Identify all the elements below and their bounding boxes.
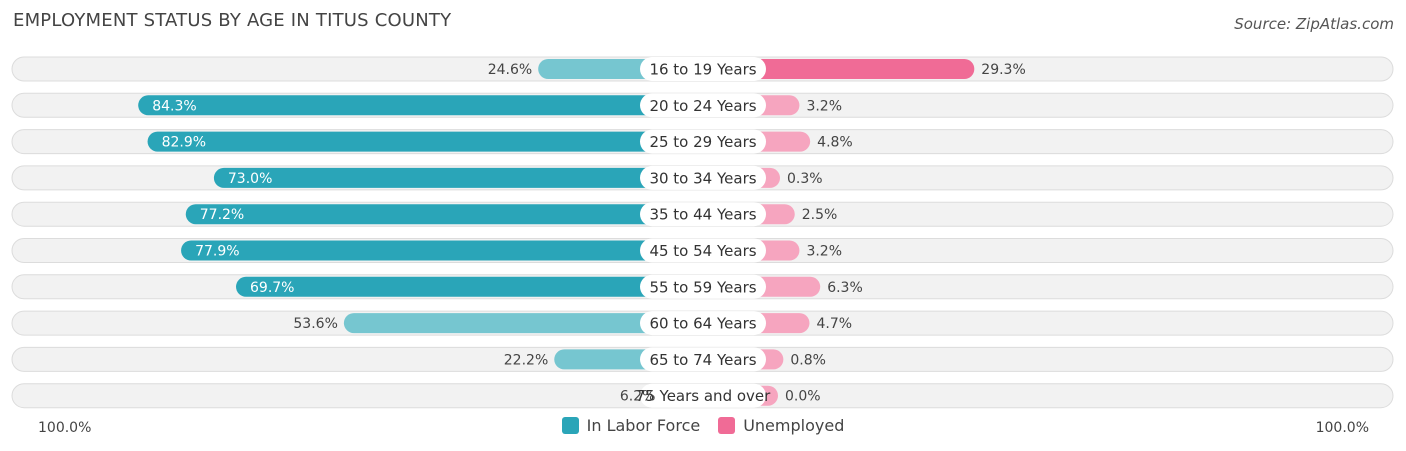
- value-label-labor: 77.9%: [195, 244, 239, 260]
- bar-labor-force: [236, 276, 703, 297]
- category-label: 75 Years and over: [636, 387, 771, 405]
- chart-title: EMPLOYMENT STATUS BY AGE IN TITUS COUNTY: [13, 10, 452, 31]
- value-label-unemployed: 0.0%: [785, 389, 821, 405]
- legend-item-labor[interactable]: In Labor Force: [561, 416, 701, 435]
- value-label-unemployed: 6.3%: [827, 280, 863, 296]
- value-label-unemployed: 4.7%: [816, 316, 852, 332]
- value-label-labor: 53.6%: [293, 316, 337, 332]
- category-label: 60 to 64 Years: [649, 315, 756, 333]
- bar-labor-force: [213, 167, 703, 188]
- axis-label-left: 100.0%: [38, 420, 91, 436]
- bar-labor-force: [147, 131, 703, 152]
- bar-labor-force: [181, 240, 703, 261]
- chart-source: Source: ZipAtlas.com: [1234, 15, 1394, 33]
- legend-swatch-unemployed: [718, 417, 736, 434]
- value-label-labor: 77.2%: [200, 207, 244, 223]
- bar-labor-force: [343, 313, 703, 334]
- category-label-pill: [640, 57, 766, 81]
- value-label-labor: 24.6%: [488, 62, 532, 78]
- category-label: 45 to 54 Years: [649, 242, 756, 260]
- axis-label-right: 100.0%: [1316, 420, 1369, 436]
- value-label-unemployed: 3.2%: [806, 98, 842, 114]
- category-label-pill: [640, 347, 766, 372]
- bar-labor-force: [185, 204, 703, 225]
- value-label-labor: 84.3%: [152, 98, 196, 114]
- value-label-unemployed: 0.8%: [790, 352, 826, 368]
- legend-swatch-labor: [561, 417, 579, 434]
- legend: In Labor Force Unemployed: [0, 416, 1406, 435]
- category-label: 16 to 19 Years: [649, 61, 756, 79]
- category-label-pill: [640, 238, 766, 263]
- category-label: 35 to 44 Years: [649, 206, 756, 224]
- value-label-unemployed: 2.5%: [802, 207, 838, 223]
- legend-label-labor: In Labor Force: [586, 416, 701, 435]
- bar-labor-force: [138, 95, 703, 116]
- legend-label-unemployed: Unemployed: [743, 416, 845, 435]
- legend-item-unemployed[interactable]: Unemployed: [718, 416, 844, 435]
- category-label-pill: [640, 274, 766, 299]
- value-label-labor: 22.2%: [504, 352, 548, 368]
- category-label: 20 to 24 Years: [649, 97, 756, 115]
- category-label: 30 to 34 Years: [649, 169, 756, 187]
- category-label: 65 to 74 Years: [649, 351, 756, 369]
- value-label-unemployed: 0.3%: [787, 171, 823, 187]
- value-label-unemployed: 29.3%: [981, 62, 1025, 78]
- value-label-labor: 73.0%: [228, 171, 272, 187]
- category-label-pill: [640, 165, 766, 190]
- category-label-pill: [640, 383, 766, 408]
- value-label-unemployed: 4.8%: [817, 135, 853, 151]
- category-label-pill: [640, 311, 766, 336]
- category-label: 55 to 59 Years: [649, 278, 756, 296]
- value-label-labor: 6.2%: [620, 389, 656, 405]
- category-label-pill: [640, 129, 766, 154]
- value-label-unemployed: 3.2%: [806, 244, 842, 260]
- category-label-pill: [640, 202, 766, 227]
- bar-unemployed: [703, 59, 975, 79]
- category-label-pill: [640, 93, 766, 118]
- category-label: 25 to 29 Years: [649, 133, 756, 151]
- value-label-labor: 82.9%: [162, 135, 206, 151]
- value-label-labor: 69.7%: [250, 280, 294, 296]
